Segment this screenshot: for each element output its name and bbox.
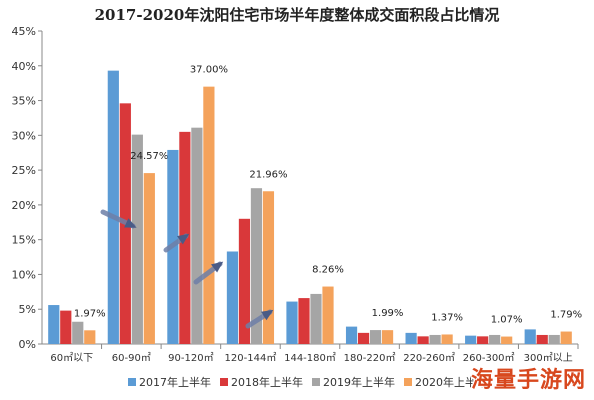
bar bbox=[405, 332, 417, 344]
bar bbox=[143, 173, 155, 344]
bar bbox=[107, 70, 119, 344]
y-tick-label: 35% bbox=[12, 95, 36, 108]
bar bbox=[465, 335, 477, 344]
x-tick-label: 180-220㎡ bbox=[344, 352, 396, 364]
bar bbox=[381, 330, 394, 344]
arrow-head bbox=[177, 233, 190, 245]
bar bbox=[238, 218, 251, 344]
bar bbox=[345, 326, 358, 344]
bar bbox=[477, 336, 489, 344]
arrow-head bbox=[261, 309, 274, 321]
data-label: 21.96% bbox=[249, 169, 287, 180]
x-tick-label: 60-90㎡ bbox=[112, 352, 151, 364]
x-tick-label: 300㎡以上 bbox=[524, 352, 573, 364]
bar bbox=[298, 298, 310, 344]
bar bbox=[262, 191, 275, 344]
bar bbox=[84, 330, 96, 344]
bar bbox=[48, 305, 60, 344]
bar bbox=[369, 330, 382, 344]
arrow-head bbox=[211, 261, 224, 273]
y-tick-label: 30% bbox=[12, 129, 36, 142]
x-tick-label: 144-180㎡ bbox=[284, 352, 336, 364]
bar bbox=[548, 334, 560, 344]
legend-label: 2019年上半年 bbox=[323, 375, 395, 389]
y-tick-label: 5% bbox=[19, 303, 36, 316]
data-label: 1.07% bbox=[491, 315, 523, 326]
data-label: 1.99% bbox=[372, 308, 404, 319]
bar bbox=[286, 301, 298, 344]
bar bbox=[131, 134, 143, 344]
watermark-logo: 海量手游网 bbox=[470, 368, 586, 393]
data-label: 1.37% bbox=[431, 312, 463, 323]
x-tick-label: 60㎡以下 bbox=[50, 352, 93, 364]
bar bbox=[560, 331, 572, 344]
legend-swatch bbox=[312, 378, 320, 386]
y-tick-label: 20% bbox=[12, 199, 36, 212]
arrow-head bbox=[124, 218, 137, 228]
bar bbox=[536, 334, 548, 344]
legend-label: 2018年上半年 bbox=[231, 375, 303, 389]
data-label: 1.97% bbox=[74, 308, 106, 319]
legend-swatch bbox=[128, 378, 136, 386]
x-tick-label: 220-260㎡ bbox=[403, 352, 455, 364]
bar bbox=[489, 334, 501, 344]
legend-label: 2020年上半年 bbox=[415, 375, 487, 389]
bar bbox=[429, 334, 441, 344]
data-label: 1.79% bbox=[550, 310, 582, 321]
legend-swatch bbox=[220, 378, 228, 386]
bar bbox=[357, 332, 370, 344]
y-tick-label: 25% bbox=[12, 164, 36, 177]
legend-label: 2017年上半年 bbox=[139, 375, 211, 389]
data-label: 37.00% bbox=[190, 65, 228, 76]
bar bbox=[322, 286, 334, 344]
bar bbox=[501, 336, 513, 344]
data-label: 8.26% bbox=[312, 265, 344, 276]
chart-title: 2017-2020年沈阳住宅市场半年度整体成交面积段占比情况 bbox=[94, 6, 500, 24]
bar bbox=[310, 293, 322, 344]
y-tick-label: 15% bbox=[12, 234, 36, 247]
bar bbox=[250, 188, 263, 344]
y-tick-label: 0% bbox=[19, 338, 36, 351]
bar bbox=[441, 334, 453, 344]
bar bbox=[60, 310, 72, 344]
bar bbox=[524, 329, 536, 344]
y-tick-label: 40% bbox=[12, 60, 36, 73]
bar bbox=[72, 321, 84, 344]
x-tick-label: 260-300㎡ bbox=[463, 352, 515, 364]
x-tick-label: 120-144㎡ bbox=[225, 352, 277, 364]
bar bbox=[191, 127, 203, 344]
y-tick-label: 10% bbox=[12, 268, 36, 281]
bar bbox=[203, 86, 215, 345]
y-tick-label: 45% bbox=[12, 25, 36, 38]
legend-swatch bbox=[404, 378, 412, 386]
bar bbox=[417, 336, 429, 344]
data-label: 24.57% bbox=[130, 151, 168, 162]
bar bbox=[226, 251, 239, 344]
x-tick-label: 90-120㎡ bbox=[168, 352, 213, 364]
